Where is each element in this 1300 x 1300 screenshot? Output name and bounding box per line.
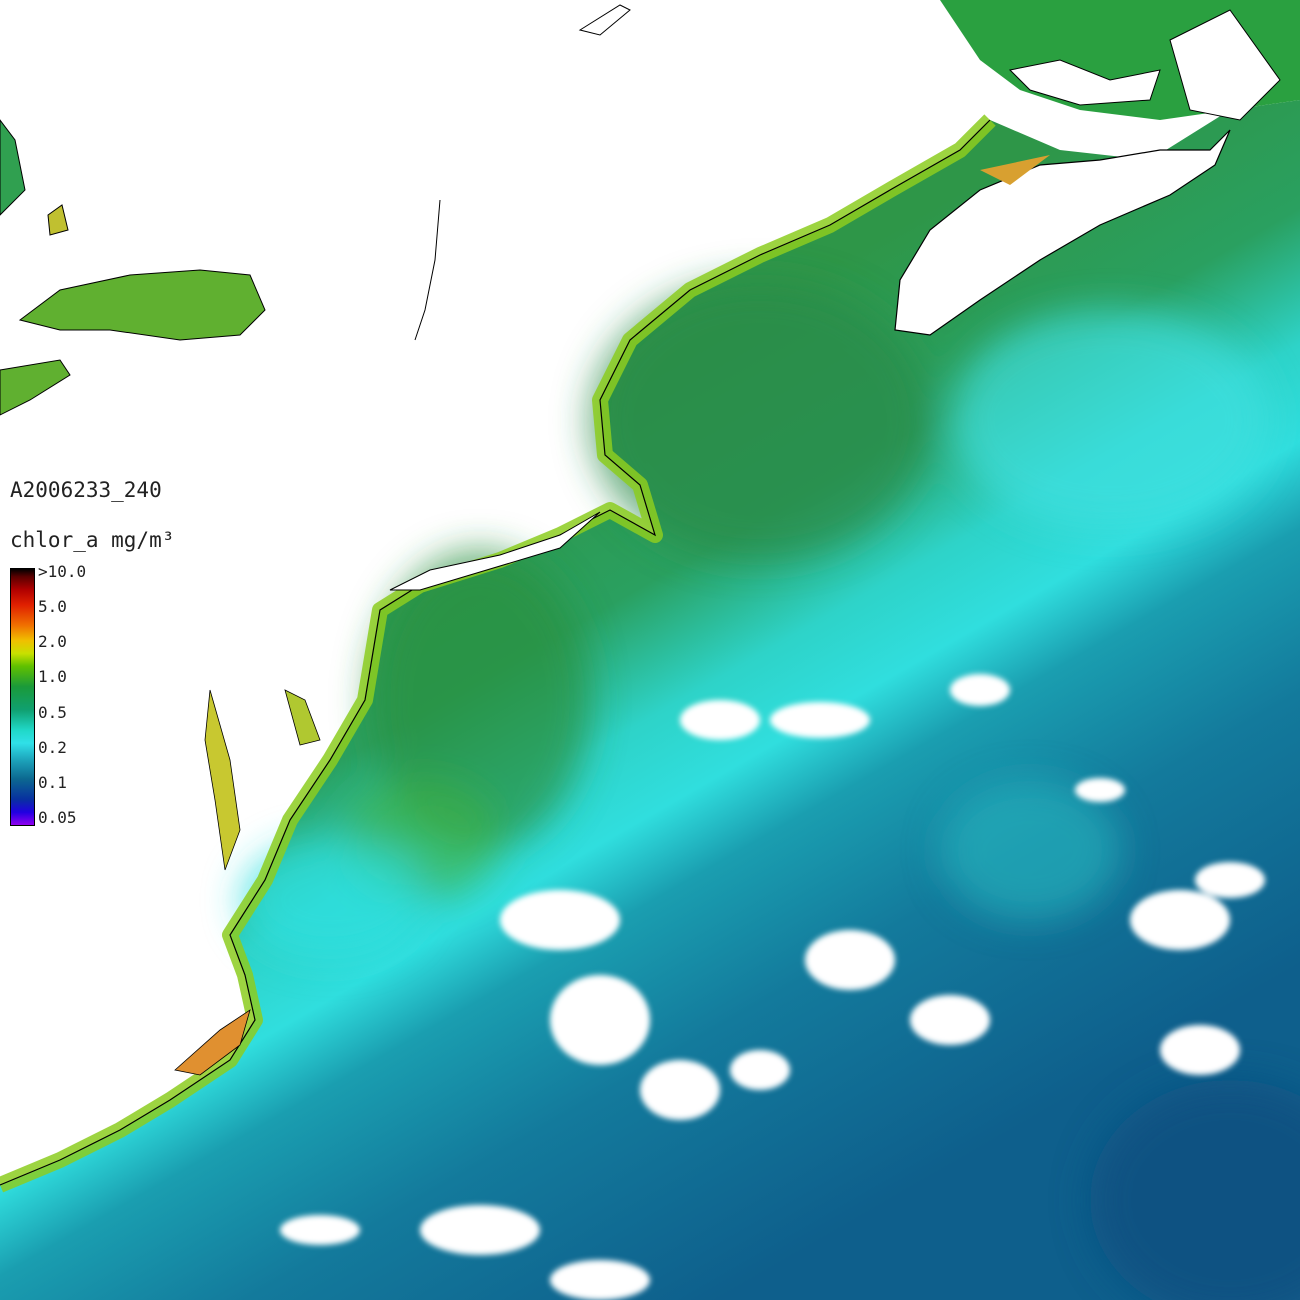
colorbar-label: 0.2 [38, 737, 67, 757]
chesapeake [204, 689, 241, 871]
chlorophyll-patches [240, 280, 1300, 1300]
colorbar-label: 0.5 [38, 702, 67, 722]
long-island [389, 511, 601, 591]
colorbar-label: >10.0 [38, 562, 87, 581]
colorbar-label: 5.0 [38, 597, 67, 617]
lake-ontario [18, 269, 266, 341]
lake-simcoe [47, 204, 69, 236]
pei [1008, 59, 1161, 106]
lake-huron [0, 119, 26, 216]
colorbar-label: 1.0 [38, 667, 67, 687]
lake-champlain [414, 199, 441, 341]
pamlico-sound [174, 1009, 251, 1076]
units: chlor_a mg/m³ [10, 528, 175, 552]
cape-breton [1169, 9, 1281, 121]
clouds [280, 674, 1265, 1300]
colorbar-label: 2.0 [38, 632, 67, 652]
delaware-bay [284, 689, 321, 746]
bay-of-fundy [980, 155, 1050, 185]
colorbar-label: 0.1 [38, 772, 67, 792]
nova-scotia [894, 129, 1231, 336]
granule-id: A2006233_240 [10, 478, 162, 502]
colorbar-label: 0.05 [38, 808, 77, 827]
lake [578, 4, 631, 36]
colorbar [10, 568, 35, 826]
lake-erie [0, 359, 71, 416]
